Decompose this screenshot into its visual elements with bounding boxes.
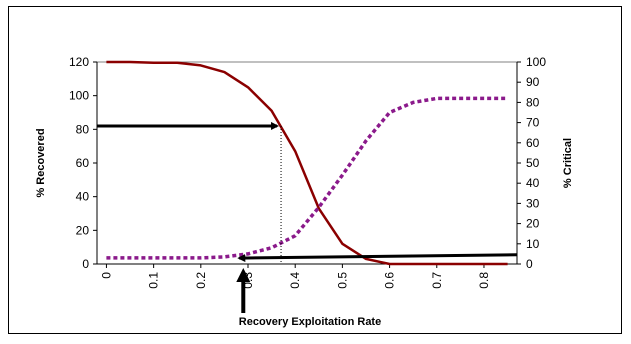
right-y-tick-label: 90 [526, 75, 540, 89]
right-y-axis-title: % Critical [562, 138, 574, 188]
annotation-layer [97, 121, 518, 313]
right-y-tick-label: 10 [526, 237, 540, 251]
left-y-tick-label: 120 [69, 55, 89, 69]
x-tick-label: 0.1 [147, 272, 161, 289]
right-y-tick-label: 80 [526, 95, 540, 109]
left-y-axis-title: % Recovered [35, 128, 47, 197]
x-tick-label: 0.6 [383, 272, 397, 289]
x-tick-label: 0.4 [288, 272, 302, 289]
series-layer [106, 60, 508, 266]
left-y-tick-label: 0 [82, 257, 89, 271]
x-axis-title: Recovery Exploitation Rate [239, 316, 381, 328]
left-y-tick-label: 100 [69, 89, 89, 103]
annotation-up-arrow-head [236, 268, 251, 282]
right-y-tick-label: 50 [526, 156, 540, 170]
recovered-series-line [106, 60, 508, 266]
right-y-tick-label: 30 [526, 196, 540, 210]
x-tick-label: 0.5 [335, 272, 349, 289]
right-y-tick-label: 20 [526, 217, 540, 231]
axes-layer: 0 20 40 60 80 100 120 0 10 20 30 40 50 60 70 80 90 100 0 0.… [69, 55, 546, 289]
left-y-tick-label: 20 [76, 223, 90, 237]
x-tick-label: 0.8 [477, 272, 491, 289]
left-y-tick-label: 40 [76, 190, 90, 204]
annotation-arrow [237, 253, 518, 263]
x-tick-label: 0.2 [194, 272, 208, 289]
right-y-tick-label: 70 [526, 116, 540, 130]
critical-series-line [106, 96, 508, 260]
right-y-tick-label: 0 [526, 257, 533, 271]
x-tick-label: 0.7 [430, 272, 444, 289]
chart-frame [8, 6, 622, 334]
right-y-tick-label: 40 [526, 176, 540, 190]
right-y-tick-label: 100 [526, 55, 546, 69]
x-tick-label: 0 [99, 272, 113, 279]
left-y-tick-label: 60 [76, 156, 90, 170]
right-y-tick-label: 60 [526, 136, 540, 150]
left-y-tick-label: 80 [76, 122, 90, 136]
